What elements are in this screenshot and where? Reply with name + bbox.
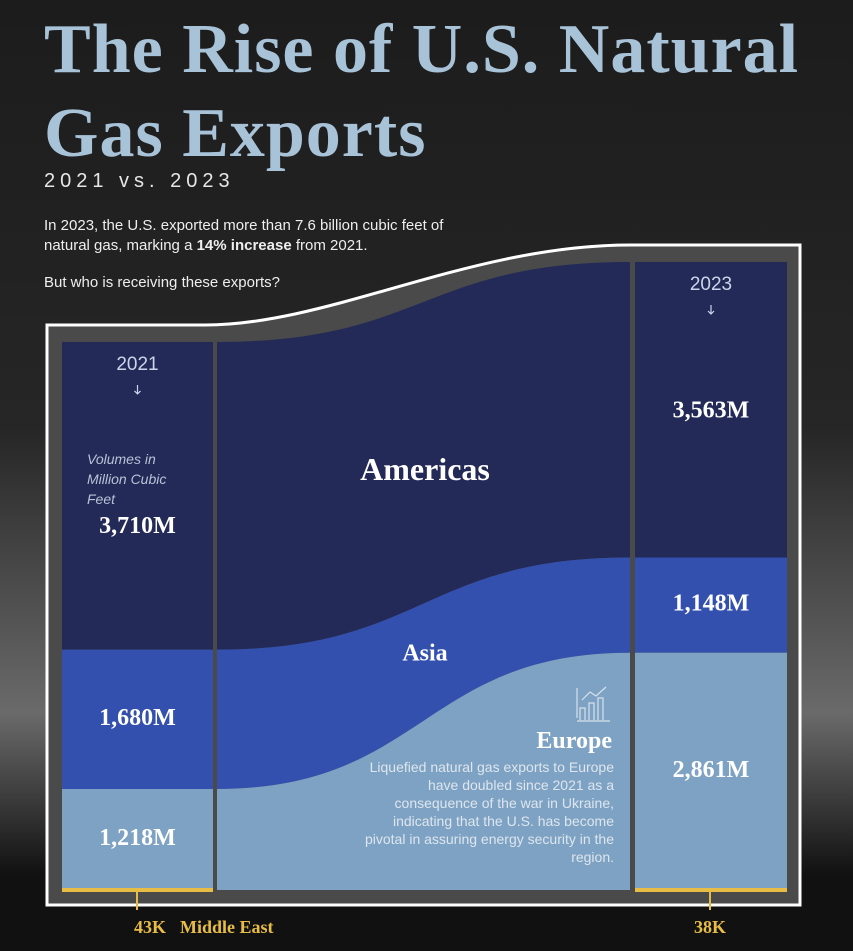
intro: In 2023, the U.S. exported more than 7.6… [44,216,444,256]
series-label: Europe [536,728,612,754]
subtitle: 2021 vs. 2023 [44,170,235,192]
value-label: 1,148M [673,591,750,617]
question: But who is receiving these exports? [44,274,280,291]
chart-icon [576,686,610,722]
value-label: 3,710M [99,513,176,539]
series-label: Americas [360,451,490,487]
flow [217,262,630,650]
value-label: 2,861M [673,757,750,783]
legend-label: Middle East [180,917,274,937]
unit-note: Volumes in Million Cubic Feet [87,451,166,507]
value-label: 1,218M [99,825,176,851]
europe-note: Liquefied natural gas exports to Europe … [364,759,614,865]
intro-lead: In 2023, the U.S. exported more than 7.6… [44,217,444,254]
column-label: 2021 [116,354,158,375]
value-label: 3,563M [673,398,750,424]
value-label: 1,680M [99,705,176,731]
flow [217,557,630,789]
intro-emphasis: 14% increase [196,237,292,254]
column-label: 2023 [690,274,732,295]
intro-tail: from 2021. [295,237,368,254]
value-label: 38K [694,917,726,937]
series-label: Asia [402,641,447,667]
segment [635,652,787,890]
arrow [707,305,715,315]
arrow [134,384,141,395]
segment [62,649,213,789]
title: The Rise of U.S. Natural Gas Exports [44,11,800,172]
value-label: 43K [134,917,166,937]
flow [217,652,630,890]
segment [62,788,213,890]
segment [635,557,787,653]
